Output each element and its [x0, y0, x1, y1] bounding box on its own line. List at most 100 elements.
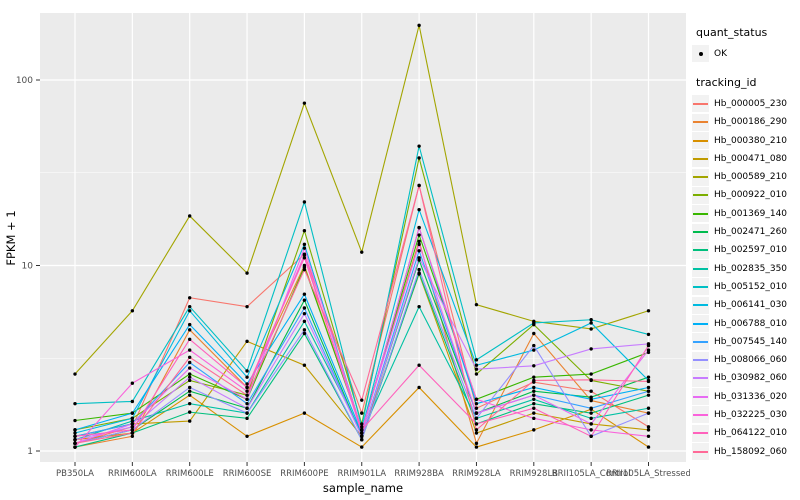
data-point [589, 406, 593, 410]
legend-color-line-icon [693, 121, 708, 124]
y-tick-label: 100 [16, 76, 33, 86]
data-point [245, 401, 249, 406]
data-point [188, 322, 192, 327]
data-point [73, 441, 77, 446]
data-point [417, 385, 421, 390]
data-point [646, 411, 651, 415]
legend-key-box [692, 278, 709, 296]
legend-item-label: Hb_001369_140 [714, 208, 788, 219]
data-point [417, 271, 421, 275]
data-point [532, 389, 536, 393]
legend-key-box [692, 351, 709, 369]
data-point [302, 363, 307, 367]
legend-entry: Hb_002835_350 [692, 260, 800, 278]
data-point [646, 428, 651, 432]
data-point [474, 422, 479, 426]
data-point [589, 327, 593, 331]
data-point [417, 207, 421, 212]
data-point [589, 321, 593, 325]
data-point [646, 348, 651, 352]
legend-entry: Hb_002597_010 [692, 241, 800, 259]
data-point [188, 360, 192, 365]
legend-entry: Hb_031336_020 [692, 388, 800, 406]
legend-color-line-icon [693, 176, 708, 179]
data-point [130, 431, 135, 435]
legend-entry: Hb_001369_140 [692, 205, 800, 223]
data-point [474, 372, 479, 376]
data-point [646, 445, 651, 449]
data-point [589, 397, 593, 401]
data-point [417, 183, 421, 188]
data-point [360, 250, 364, 254]
data-point [302, 246, 307, 250]
legend: quant_status OK tracking_id Hb_000005_23… [692, 26, 800, 461]
data-point [474, 397, 479, 401]
legend-key-box [692, 168, 709, 186]
legend-color-line-icon [693, 340, 708, 343]
legend-key-box [692, 369, 709, 387]
data-point [646, 393, 651, 397]
legend-entries: Hb_000005_230 Hb_000186_290 Hb_000380_210 H… [692, 95, 800, 461]
data-point [589, 347, 593, 351]
legend-item-label: Hb_000589_210 [714, 172, 788, 183]
legend-color-line-icon [693, 322, 708, 325]
legend-key-box [692, 424, 709, 442]
data-point [245, 406, 249, 410]
x-tick-label: RRII105LA_Control [552, 469, 631, 479]
data-point [302, 267, 307, 272]
legend-key-box [692, 150, 709, 168]
data-point [417, 267, 421, 272]
data-point [417, 225, 421, 230]
data-point [646, 350, 651, 355]
legend-entry: Hb_000589_210 [692, 168, 800, 186]
legend-entry: Hb_030982_060 [692, 369, 800, 387]
legend-color-line-icon [693, 304, 708, 307]
data-point [73, 431, 77, 435]
legend-entry: Hb_064122_010 [692, 424, 800, 442]
data-point [188, 389, 192, 393]
data-point [417, 233, 421, 237]
legend-key-box [692, 205, 709, 223]
legend-key-box [692, 45, 709, 63]
legend-item-label: Hb_000471_080 [714, 153, 788, 164]
legend-entry: Hb_006141_030 [692, 296, 800, 314]
x-tick-label: RRIM901LA [337, 469, 386, 479]
data-point [474, 441, 479, 446]
legend-color-line-icon [693, 212, 708, 215]
legend-key-box [692, 315, 709, 332]
y-tick-label: 10 [22, 262, 34, 272]
data-point [532, 416, 536, 421]
data-point [302, 411, 307, 415]
data-point [417, 156, 421, 160]
data-point [302, 306, 307, 310]
data-point [474, 401, 479, 406]
x-tick-label: RRIM928LA [452, 469, 501, 479]
legend-item-label: Hb_000186_290 [714, 117, 788, 128]
data-point [417, 239, 421, 244]
legend-item-label: Hb_000380_210 [714, 135, 788, 146]
data-point [646, 343, 651, 348]
legend-item-label: Hb_030982_060 [714, 373, 788, 384]
legend-entry: Hb_007545_140 [692, 333, 800, 351]
legend-item-label: Hb_000005_230 [714, 98, 788, 109]
data-point [73, 445, 77, 449]
data-point [245, 339, 249, 344]
data-point [474, 302, 479, 307]
data-point [302, 242, 307, 247]
legend-item-label: Hb_005152_010 [714, 281, 788, 292]
data-point [532, 321, 536, 325]
data-point [73, 401, 77, 406]
data-point [532, 428, 536, 432]
data-point [302, 331, 307, 336]
data-point [245, 369, 249, 373]
legend-item-label: Hb_000922_010 [714, 190, 788, 201]
legend-color-line-icon [693, 395, 708, 398]
legend-title-tracking-id: tracking_id [696, 76, 757, 90]
data-point [532, 397, 536, 401]
data-point [188, 393, 192, 397]
data-point [130, 381, 135, 385]
legend-entry: Hb_008066_060 [692, 351, 800, 369]
legend-key-box [692, 443, 709, 461]
data-point [302, 200, 307, 204]
legend-item-label: Hb_008066_060 [714, 355, 788, 366]
